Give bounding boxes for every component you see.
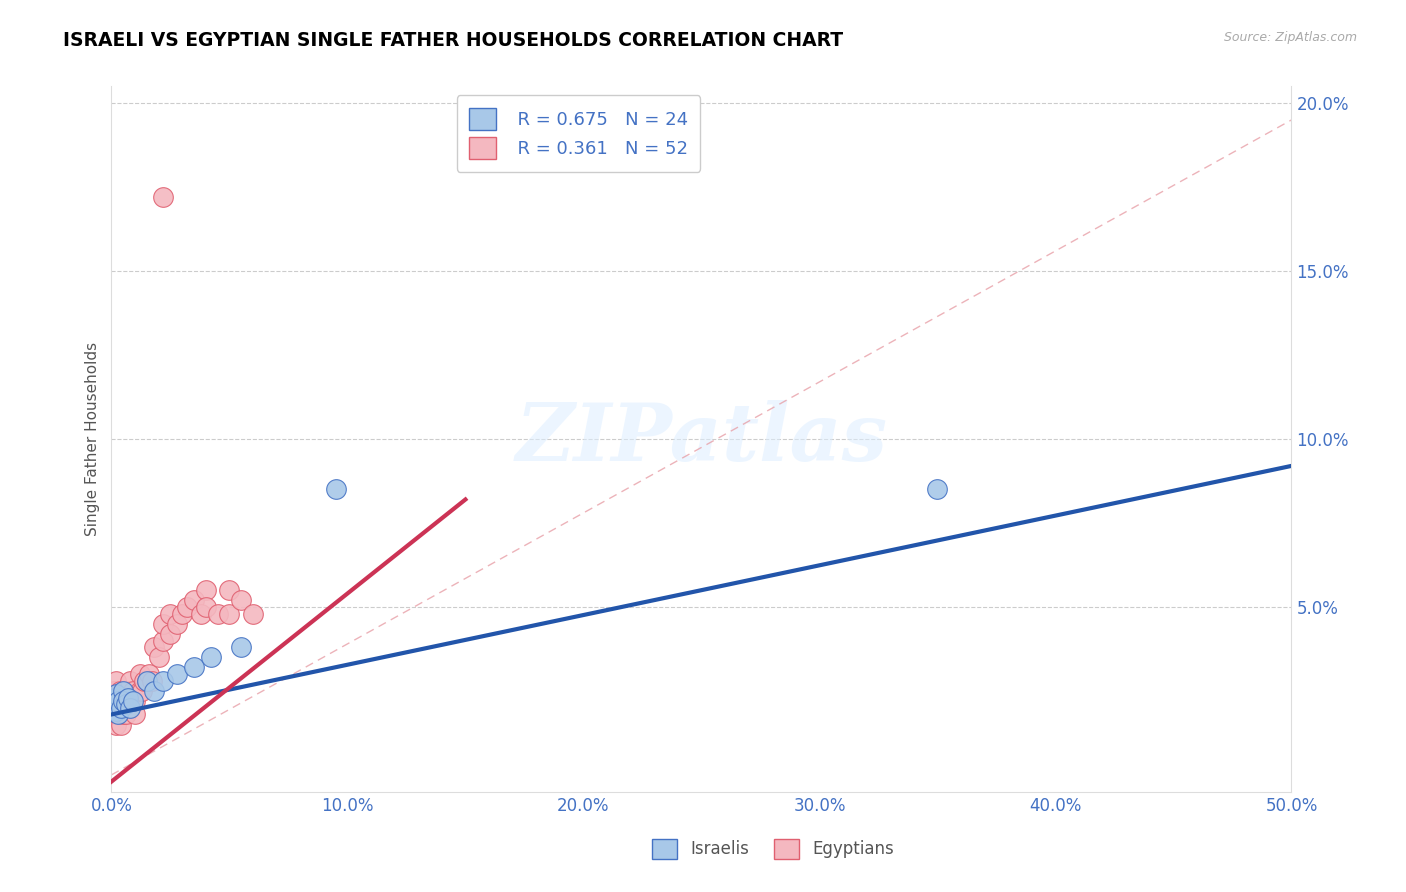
Point	[105, 707, 128, 722]
Point	[114, 707, 136, 722]
Point	[120, 700, 142, 714]
Legend: Israelis, Egyptians: Israelis, Egyptians	[645, 832, 901, 866]
Point	[107, 707, 129, 722]
Point	[172, 607, 194, 621]
Point	[112, 694, 135, 708]
Point	[124, 707, 146, 722]
Point	[110, 700, 132, 714]
Point	[166, 616, 188, 631]
Point	[141, 673, 163, 688]
Point	[114, 694, 136, 708]
Point	[103, 707, 125, 722]
Point	[107, 694, 129, 708]
Point	[121, 694, 143, 708]
Point	[105, 687, 128, 701]
Point	[124, 694, 146, 708]
Text: Source: ZipAtlas.com: Source: ZipAtlas.com	[1223, 31, 1357, 45]
Point	[927, 483, 949, 497]
Point	[190, 607, 212, 621]
Point	[183, 593, 205, 607]
Point	[120, 700, 142, 714]
Point	[142, 684, 165, 698]
Point	[134, 673, 156, 688]
Point	[152, 673, 174, 688]
Point	[105, 717, 128, 731]
Point	[159, 627, 181, 641]
Point	[135, 673, 157, 688]
Point	[218, 607, 240, 621]
Point	[110, 700, 132, 714]
Point	[105, 704, 128, 718]
Point	[152, 633, 174, 648]
Point	[103, 698, 125, 712]
Point	[176, 599, 198, 614]
Point	[194, 583, 217, 598]
Point	[183, 660, 205, 674]
Point	[194, 599, 217, 614]
Point	[112, 694, 135, 708]
Point	[207, 607, 229, 621]
Point	[103, 694, 125, 708]
Point	[128, 667, 150, 681]
Point	[325, 483, 347, 497]
Point	[135, 673, 157, 688]
Point	[103, 684, 125, 698]
Point	[104, 690, 127, 705]
Point	[131, 684, 153, 698]
Point	[218, 583, 240, 598]
Point	[117, 684, 139, 698]
Point	[242, 607, 264, 621]
Point	[152, 190, 174, 204]
Point	[117, 700, 139, 714]
Point	[108, 684, 131, 698]
Point	[138, 667, 160, 681]
Point	[110, 717, 132, 731]
Point	[112, 684, 135, 698]
Legend:   R = 0.675   N = 24,   R = 0.361   N = 52: R = 0.675 N = 24, R = 0.361 N = 52	[457, 95, 700, 172]
Point	[121, 684, 143, 698]
Point	[114, 698, 136, 712]
Y-axis label: Single Father Households: Single Father Households	[86, 342, 100, 536]
Point	[121, 694, 143, 708]
Point	[200, 650, 222, 665]
Point	[120, 673, 142, 688]
Point	[231, 593, 253, 607]
Point	[105, 700, 128, 714]
Point	[166, 667, 188, 681]
Point	[152, 616, 174, 631]
Point	[105, 673, 128, 688]
Text: ISRAELI VS EGYPTIAN SINGLE FATHER HOUSEHOLDS CORRELATION CHART: ISRAELI VS EGYPTIAN SINGLE FATHER HOUSEH…	[63, 31, 844, 50]
Text: ZIPatlas: ZIPatlas	[516, 401, 887, 478]
Point	[101, 700, 124, 714]
Point	[104, 694, 127, 708]
Point	[107, 694, 129, 708]
Point	[148, 650, 170, 665]
Point	[231, 640, 253, 655]
Point	[107, 707, 129, 722]
Point	[112, 684, 135, 698]
Point	[159, 607, 181, 621]
Point	[103, 700, 125, 714]
Point	[117, 690, 139, 705]
Point	[112, 707, 135, 722]
Point	[128, 684, 150, 698]
Point	[142, 640, 165, 655]
